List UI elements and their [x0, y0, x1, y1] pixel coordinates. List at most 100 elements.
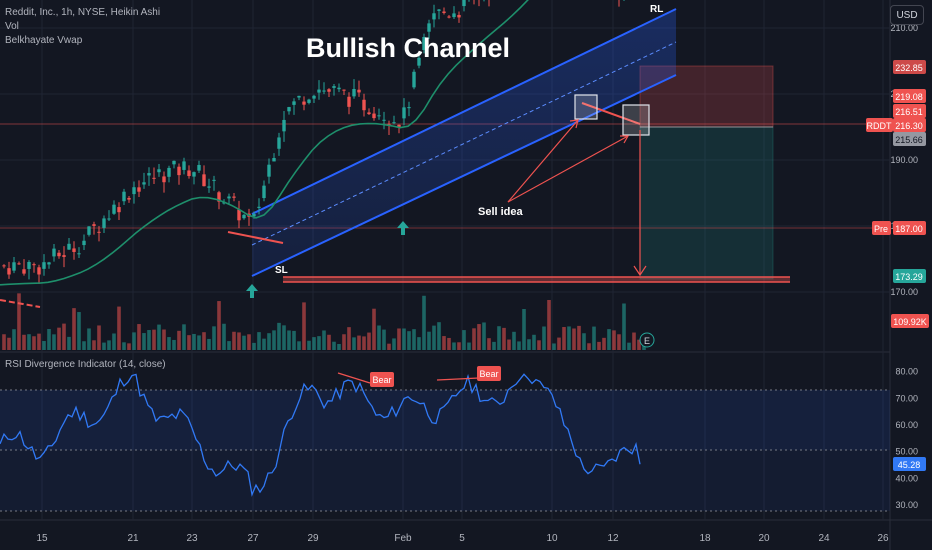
volume-indicator-label[interactable]: Vol [5, 21, 19, 32]
vwap-indicator-label[interactable]: Belkhayate Vwap [5, 35, 83, 46]
pre-market-badge[interactable] [872, 221, 891, 235]
support-band [283, 277, 790, 282]
target-price-tag-text: 173.29 [895, 272, 923, 282]
volume-bar [362, 336, 366, 350]
volume-bar [332, 341, 336, 350]
last-price-tag[interactable] [893, 118, 926, 132]
candle-body [402, 107, 406, 119]
rsi-value-tag[interactable] [893, 457, 926, 471]
rl-label[interactable]: RL [650, 4, 663, 15]
target-arrowhead [633, 265, 647, 277]
volume-bar [397, 328, 401, 350]
time-tick-label: 5 [459, 533, 465, 544]
bear-divergence-line-1 [337, 372, 371, 384]
bear-badge-2[interactable] [477, 366, 501, 381]
channel-lower-line[interactable] [251, 74, 677, 277]
candle-body [87, 226, 91, 235]
candle-body [37, 267, 41, 275]
volume-bar [337, 343, 341, 350]
sell-idea-label[interactable]: Sell idea [478, 206, 524, 218]
candle-body [357, 89, 361, 93]
candle-body [277, 137, 281, 149]
sl-label[interactable]: SL [275, 265, 288, 276]
time-tick-label: 26 [877, 533, 889, 544]
time-tick-label: 15 [36, 533, 48, 544]
rsi-tick-label: 60.00 [895, 420, 918, 430]
target-zone-box[interactable] [639, 126, 774, 280]
rsi-line[interactable] [0, 373, 641, 497]
candle-body [407, 107, 411, 109]
volume-bar [422, 295, 426, 350]
candle-body [252, 214, 256, 217]
volume-bar [502, 327, 506, 350]
price-tag-219[interactable] [893, 89, 926, 103]
volume-bar [162, 329, 166, 350]
symbol-tag[interactable] [866, 118, 893, 132]
earnings-icon[interactable] [639, 332, 655, 348]
time-tick-label: Feb [394, 533, 412, 544]
candle-body [102, 218, 106, 228]
volume-bar [122, 342, 126, 350]
candle-body [287, 107, 291, 112]
highlight-box-1[interactable] [574, 94, 598, 120]
highlight-box-2[interactable] [622, 104, 650, 136]
bear-badge-1[interactable] [370, 372, 394, 387]
rsi-indicator-label[interactable]: RSI Divergence Indicator (14, close) [5, 359, 166, 370]
sell-idea-arrowhead-1 [569, 119, 579, 129]
volume-bar [567, 326, 571, 350]
channel-upper-line[interactable] [251, 8, 677, 215]
sell-idea-arrowhead-2 [620, 135, 630, 144]
entry-price-tag[interactable] [893, 132, 926, 146]
candle-body [197, 164, 201, 171]
volume-bar [317, 336, 321, 350]
candle-body [447, 16, 451, 18]
volume-bar [352, 337, 356, 350]
candle-body [202, 174, 206, 187]
chart-title-annotation[interactable]: Bullish Channel [306, 33, 510, 63]
tp-price-tag[interactable] [893, 60, 926, 74]
candle-body [422, 36, 426, 51]
time-tick-label: 23 [186, 533, 198, 544]
price-tag-216-51[interactable] [893, 104, 926, 118]
candle-body [27, 261, 31, 269]
candle-body [272, 158, 276, 162]
volume-bar [262, 338, 266, 350]
volume-bar [377, 325, 381, 350]
symbol-line[interactable]: Reddit, Inc., 1h, NYSE, Heikin Ashi [5, 7, 161, 18]
candle-body [237, 209, 241, 221]
volume-bar [202, 332, 206, 350]
candle-body [2, 265, 6, 267]
volume-bar [597, 341, 601, 350]
red-trendline-left[interactable] [227, 231, 284, 244]
bullish-channel-fill[interactable] [252, 9, 676, 276]
currency-button[interactable]: USD [890, 5, 924, 25]
volume-bar [272, 330, 276, 350]
candle-body [442, 11, 446, 13]
rsi-legend: RSI Divergence Indicator (14, close) [5, 358, 166, 372]
entry-price-tag-text: 215.66 [895, 135, 923, 145]
pre-market-price-tag[interactable] [893, 221, 926, 235]
volume-bar [437, 322, 441, 350]
volume-bar [617, 334, 621, 350]
volume-bar [57, 327, 61, 350]
volume-bar [587, 343, 591, 350]
candle-body [257, 206, 261, 208]
volume-bar [522, 308, 526, 350]
price-axis-ticks: 240.00230.00220.00210.00200.00190.00180.… [890, 23, 918, 297]
volume-bar [477, 324, 481, 350]
volume-bar [632, 332, 636, 350]
volume-bar [112, 333, 116, 350]
red-trendline-right[interactable] [581, 102, 641, 125]
volume-tag[interactable] [891, 314, 929, 328]
volume-bar [582, 333, 586, 350]
volume-bar [462, 330, 466, 350]
volume-bar [67, 336, 71, 350]
volume-bar [412, 329, 416, 350]
volume-bar [127, 343, 131, 350]
volume-bar [232, 331, 236, 350]
candle-body [62, 255, 66, 257]
volume-bar [577, 325, 581, 350]
target-price-tag[interactable] [893, 269, 926, 283]
volume-bar [572, 328, 576, 350]
